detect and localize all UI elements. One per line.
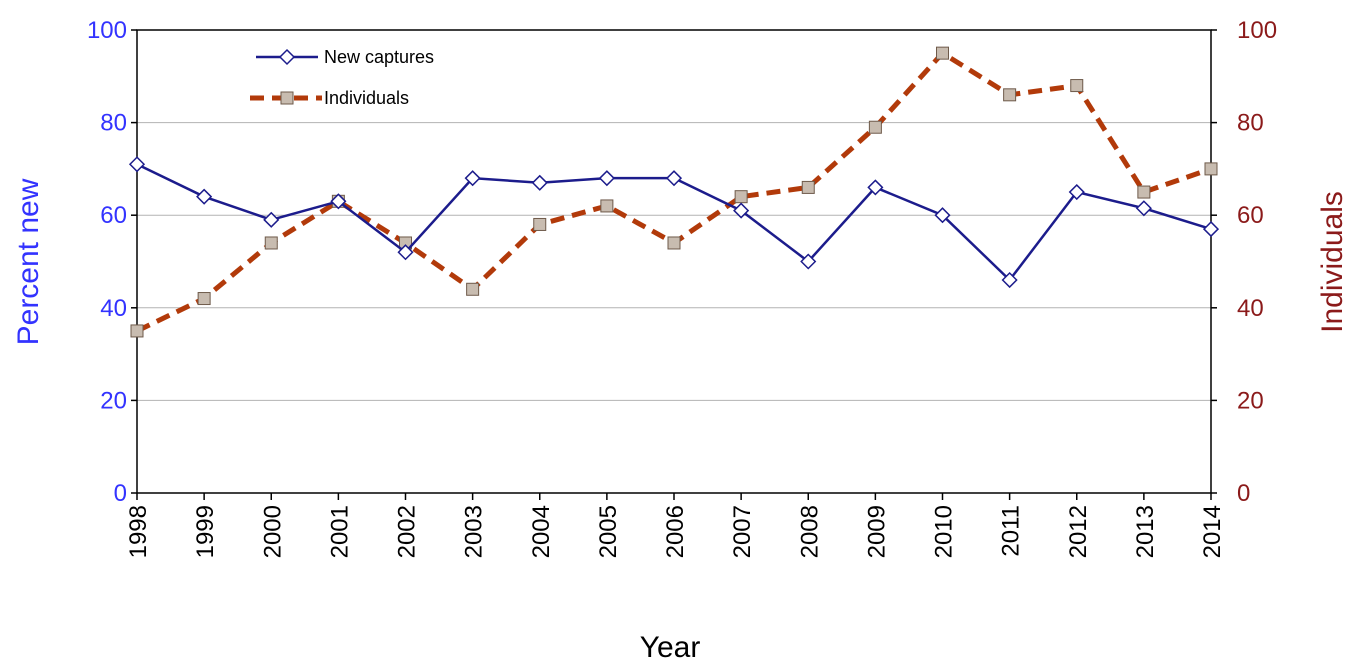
- data-point-diamond: [1135, 200, 1152, 217]
- data-point-diamond: [263, 211, 280, 228]
- data-point-diamond: [934, 207, 951, 224]
- legend-item-new-captures: New captures: [256, 47, 434, 67]
- x-tick-label: 2004: [528, 505, 555, 558]
- y-tick-label-right: 0: [1237, 480, 1250, 507]
- data-point-square: [1003, 88, 1017, 102]
- x-tick-label: 2013: [1132, 505, 1159, 558]
- data-point-diamond: [196, 188, 213, 205]
- data-point-square: [936, 46, 949, 60]
- data-point-diamond: [464, 170, 481, 187]
- y-tick-label-left: 20: [100, 387, 127, 414]
- data-point-diamond: [1202, 221, 1220, 238]
- x-tick-label: 2002: [394, 505, 421, 558]
- y-axis-label-left: Percent new: [12, 178, 45, 345]
- x-tick-label: 2011: [998, 505, 1025, 557]
- data-point-diamond: [330, 193, 347, 210]
- y-axis-label-right: Individuals: [1316, 191, 1349, 333]
- y-tick-label-left: 40: [100, 295, 127, 322]
- data-point-square: [466, 282, 480, 296]
- data-point-diamond: [531, 174, 548, 191]
- y-tick-label-left: 0: [114, 480, 127, 507]
- y-tick-label-left: 80: [100, 110, 127, 137]
- data-point-square: [868, 120, 882, 134]
- x-tick-label: 2000: [259, 505, 286, 558]
- data-point-square: [130, 324, 144, 338]
- series-layer: [128, 46, 1220, 338]
- legend-label-new-captures: New captures: [324, 47, 434, 67]
- data-point-square: [801, 180, 815, 194]
- data-point-square: [264, 236, 278, 250]
- x-tick-label: 2010: [931, 505, 958, 558]
- legend-marker-square: [280, 91, 294, 105]
- x-tick-label: 2014: [1199, 505, 1226, 558]
- y-tick-label-left: 100: [87, 17, 127, 44]
- series-new-captures: [128, 156, 1220, 289]
- legend-item-individuals: Individuals: [250, 88, 409, 108]
- y-tick-label-right: 80: [1237, 110, 1264, 137]
- data-point-diamond: [128, 156, 146, 173]
- data-point-square: [734, 190, 748, 204]
- x-tick-label: 2005: [595, 505, 622, 558]
- data-point-square: [667, 236, 681, 250]
- data-point-diamond: [665, 170, 683, 187]
- series-individuals: [130, 46, 1218, 338]
- series-line: [135, 49, 1212, 334]
- y-tick-label-left: 60: [100, 202, 127, 229]
- x-tick-label: 2006: [662, 505, 689, 558]
- x-tick-label: 2012: [1065, 505, 1092, 558]
- axis-ticks: 0 20 40 60 80 100 0 20 40 60 80 100 1998 1999 2000 2001…: [87, 17, 1277, 558]
- x-tick-label: 2001: [326, 505, 353, 558]
- y-tick-label-right: 40: [1237, 295, 1264, 322]
- legend-marker-diamond: [278, 48, 296, 66]
- data-point-diamond: [1068, 183, 1085, 201]
- x-tick-label: 2007: [729, 505, 756, 558]
- legend: New captures Individuals: [250, 47, 434, 108]
- data-point-diamond: [800, 253, 817, 270]
- data-point-diamond: [1001, 271, 1018, 289]
- data-point-square: [1137, 185, 1151, 199]
- y-tick-label-right: 100: [1237, 17, 1277, 44]
- data-point-square: [1204, 162, 1218, 176]
- x-tick-label: 1998: [125, 505, 152, 558]
- x-tick-label: 1999: [192, 505, 219, 558]
- y-tick-label-right: 60: [1237, 202, 1264, 229]
- legend-label-individuals: Individuals: [324, 88, 409, 108]
- data-point-diamond: [397, 244, 414, 261]
- x-tick-label: 2009: [863, 505, 890, 558]
- data-point-diamond: [867, 179, 884, 196]
- data-point-diamond: [598, 170, 615, 187]
- data-point-square: [1070, 79, 1084, 93]
- data-point-square: [600, 199, 614, 213]
- grid-lines: [137, 122, 1211, 401]
- x-tick-label: 2008: [796, 505, 823, 558]
- x-tick-label: 2003: [461, 505, 488, 558]
- y-tick-label-right: 20: [1237, 387, 1264, 414]
- data-point-square: [197, 292, 211, 306]
- data-point-diamond: [733, 202, 750, 219]
- x-axis-label: Year: [640, 631, 701, 662]
- data-point-square: [533, 217, 547, 231]
